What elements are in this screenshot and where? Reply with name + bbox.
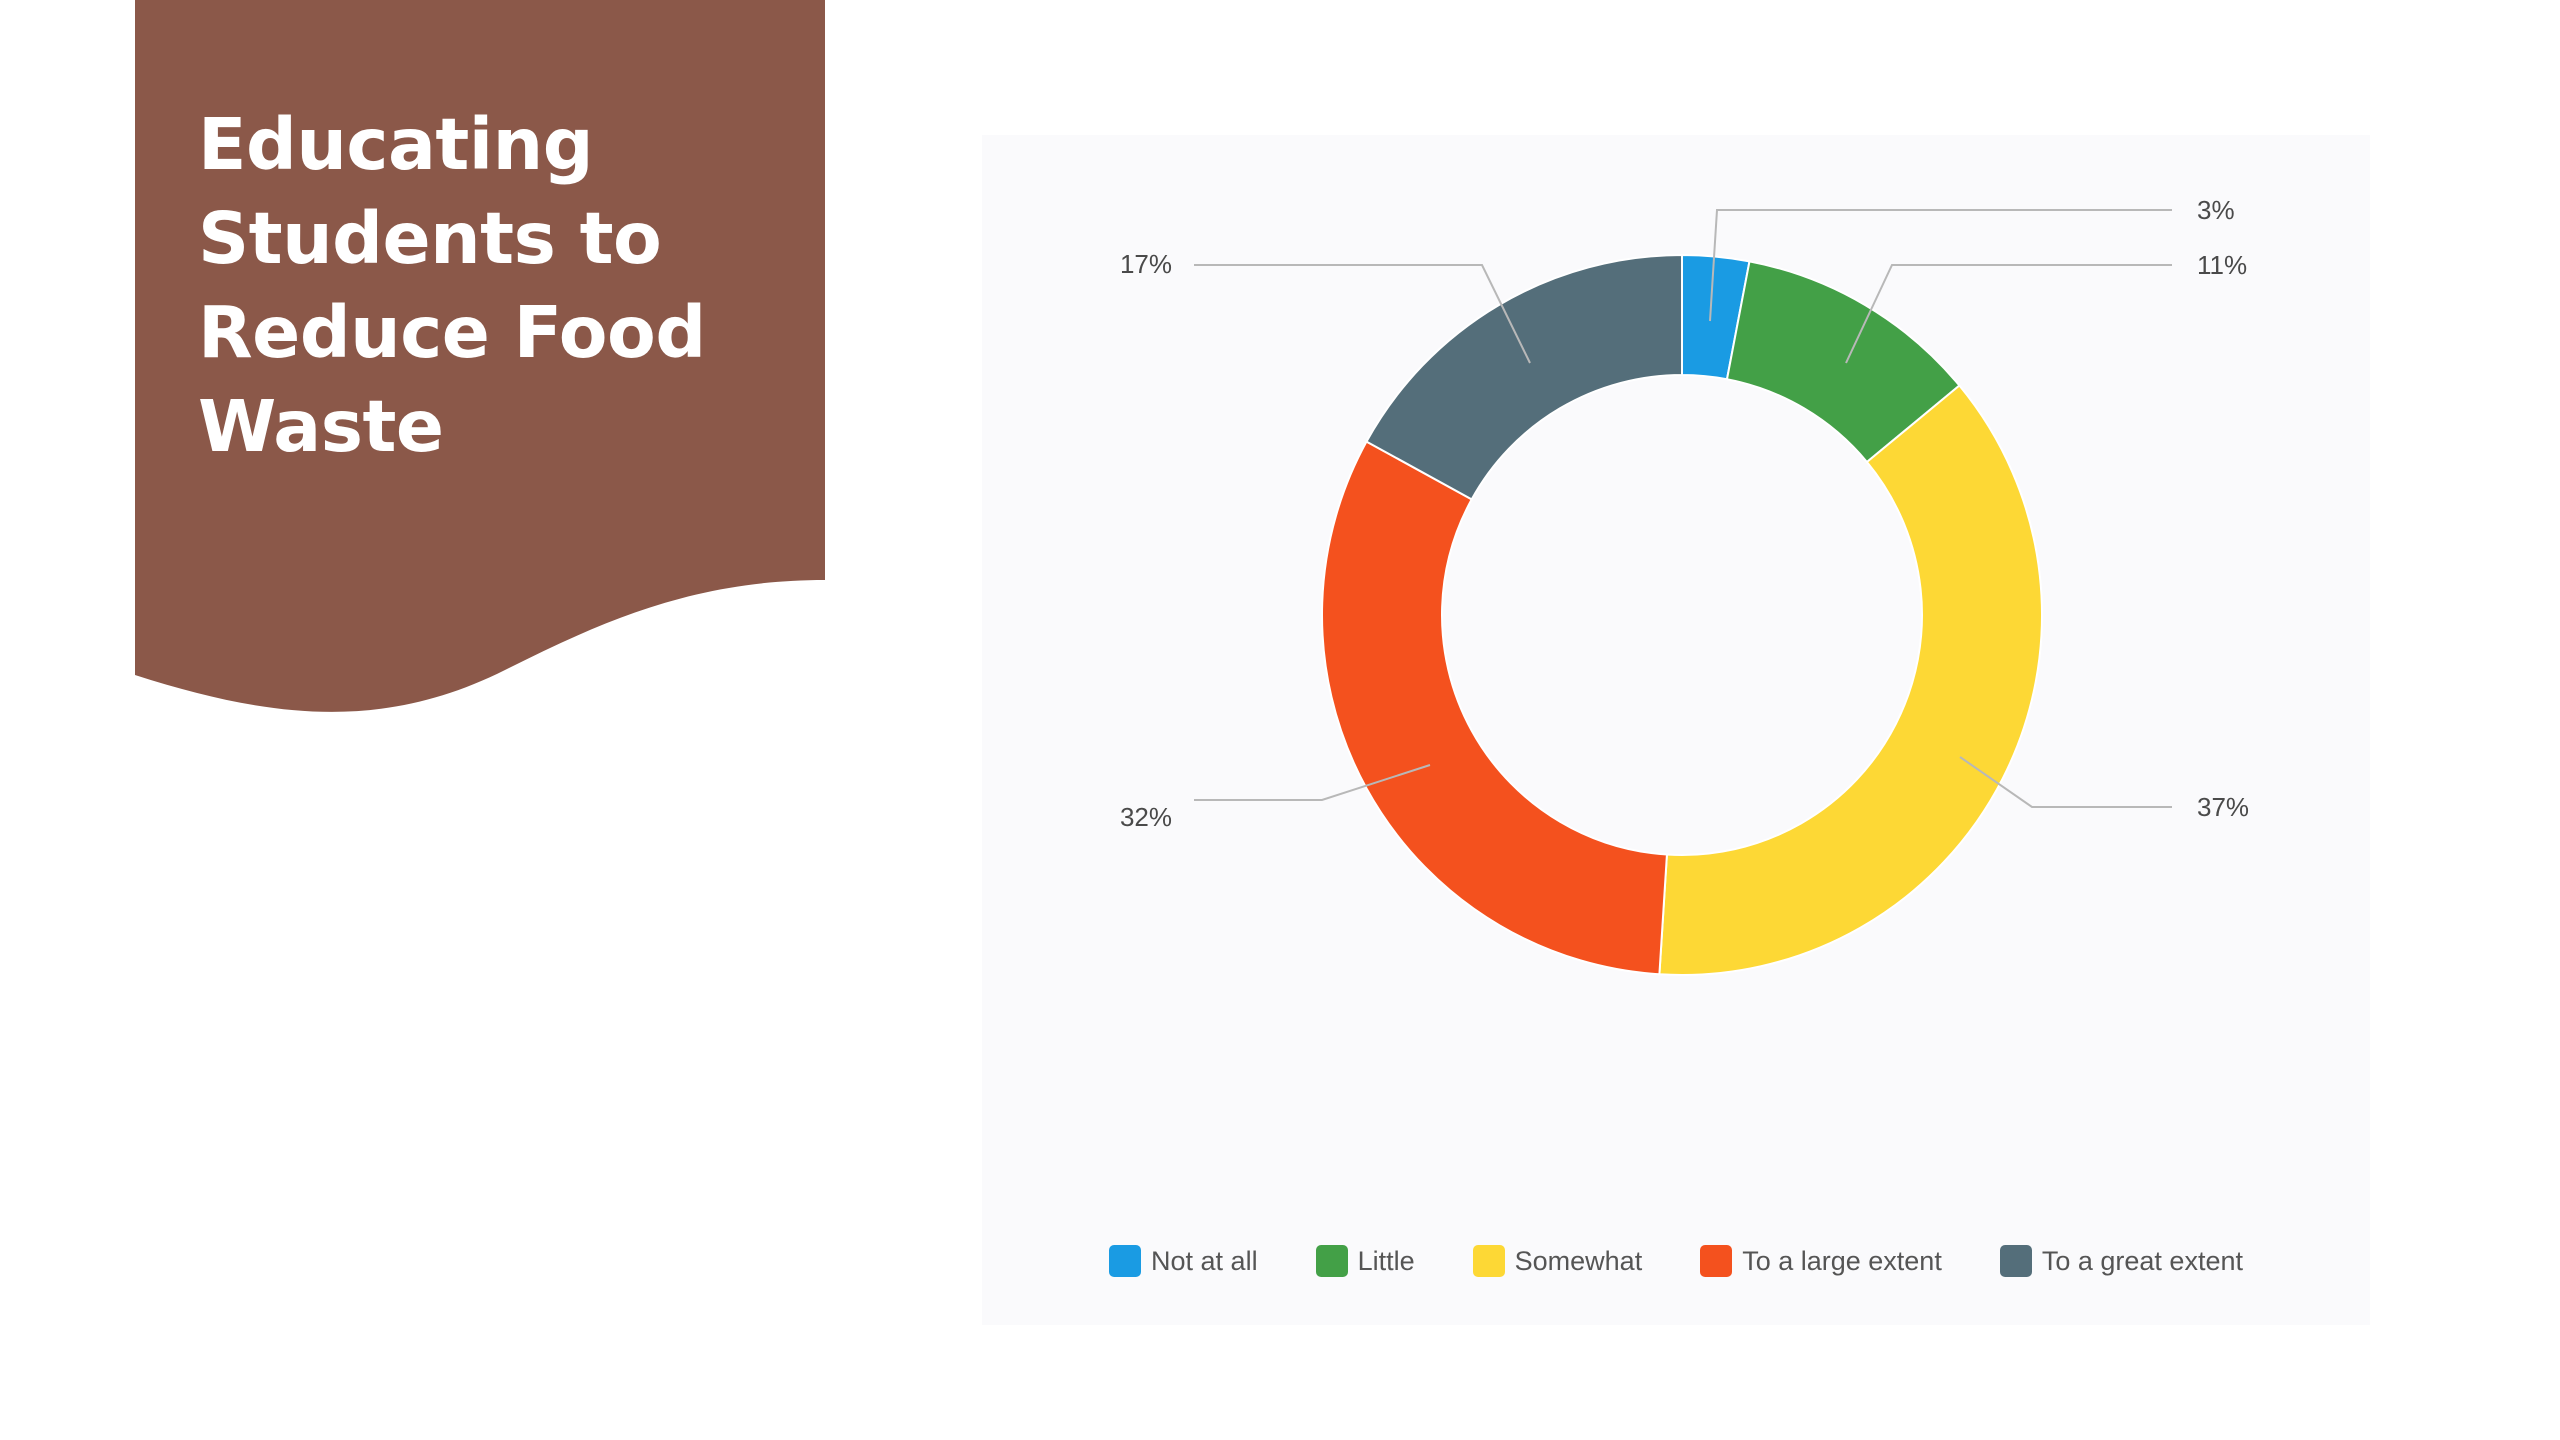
donut-chart: 3% 11% 37% 32% 17% Not at all Little Somewhat T… <box>982 135 2370 1325</box>
legend-label: To a great extent <box>2041 1245 2243 1276</box>
legend-item[interactable]: Little <box>1315 1245 1415 1277</box>
leader-line <box>1194 264 1531 364</box>
legend-label: Little <box>1357 1245 1415 1276</box>
leader-line <box>1845 264 2172 364</box>
legend-label: To a large extent <box>1742 1245 1942 1276</box>
data-label: 37% <box>2197 792 2249 822</box>
slice-somewhat[interactable] <box>1658 384 2043 976</box>
slice-to-a-large-extent[interactable] <box>1321 440 1668 976</box>
slice-to-a-great-extent[interactable] <box>1365 253 1683 501</box>
leader-line <box>1709 209 2172 322</box>
title-banner: Educating Students to Reduce Food Waste <box>135 0 825 720</box>
legend-item[interactable]: Not at all <box>1109 1245 1258 1277</box>
legend-item[interactable]: Somewhat <box>1472 1245 1643 1277</box>
legend-label: Somewhat <box>1514 1245 1643 1276</box>
leader-line <box>1959 756 2172 808</box>
legend-label: Not at all <box>1151 1245 1258 1276</box>
chart-canvas: 3% 11% 37% 32% 17% <box>1120 195 2249 976</box>
leader-line <box>1194 764 1431 801</box>
legend-item[interactable]: To a great extent <box>1999 1245 2243 1277</box>
legend-swatch <box>1315 1245 1348 1277</box>
data-label: 3% <box>2197 195 2235 225</box>
data-label: 32% <box>1120 802 1172 832</box>
legend-swatch <box>1999 1245 2032 1277</box>
data-label: 11% <box>2197 250 2247 280</box>
legend-swatch <box>1472 1245 1505 1277</box>
legend-item[interactable]: To a large extent <box>1700 1245 1942 1277</box>
legend-swatch <box>1109 1245 1142 1277</box>
slide-title: Educating Students to Reduce Food Waste <box>198 103 706 468</box>
legend-swatch <box>1700 1245 1733 1277</box>
data-label: 17% <box>1120 249 1172 279</box>
chart-legend: Not at all Little Somewhat To a large exten… <box>982 1245 2370 1277</box>
banner-shape <box>135 0 825 712</box>
